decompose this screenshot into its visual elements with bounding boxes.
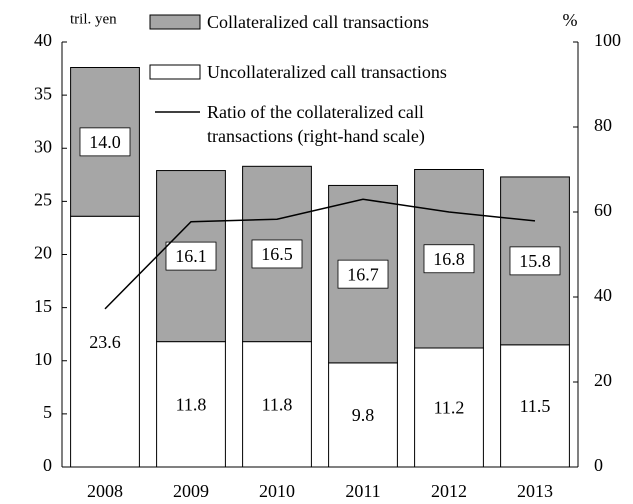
y2-tick-label: 40 <box>594 285 612 305</box>
data-label: 9.8 <box>352 405 375 425</box>
y-axis-label: tril. yen <box>70 11 117 27</box>
bar-segment <box>500 344 570 468</box>
bar-segment <box>414 347 484 468</box>
legend-label: Collateralized call transactions <box>207 12 429 32</box>
x-tick-label: 2009 <box>173 481 209 501</box>
label-box <box>423 244 475 274</box>
y-tick-label: 30 <box>34 136 52 156</box>
data-label: 16.7 <box>347 264 379 284</box>
data-label: 11.8 <box>262 394 293 414</box>
data-label: 16.5 <box>261 244 293 264</box>
y2-tick-label: 60 <box>594 200 612 220</box>
y-tick-label: 10 <box>34 349 52 369</box>
data-label: 14.0 <box>89 132 121 152</box>
y-tick-label: 0 <box>43 455 52 475</box>
data-label: 11.8 <box>176 394 207 414</box>
bar-segment <box>328 362 398 468</box>
data-label: 11.5 <box>520 396 551 416</box>
y-tick-label: 40 <box>34 30 52 50</box>
x-tick-label: 2011 <box>345 481 380 501</box>
x-tick-label: 2012 <box>431 481 467 501</box>
legend-swatch <box>149 64 201 80</box>
data-label: 15.8 <box>519 251 551 271</box>
label-box <box>165 241 217 271</box>
y2-tick-label: 0 <box>594 455 603 475</box>
y-tick-label: 5 <box>43 402 52 422</box>
y2-tick-label: 20 <box>594 370 612 390</box>
legend-swatch <box>149 14 201 30</box>
data-label: 16.1 <box>175 246 207 266</box>
bar-segment <box>156 341 226 468</box>
data-label: 11.2 <box>434 398 465 418</box>
data-label: 16.8 <box>433 249 465 269</box>
data-label: 23.6 <box>89 332 121 352</box>
y-tick-label: 25 <box>34 190 52 210</box>
y2-tick-label: 80 <box>594 115 612 135</box>
y2-axis-label: % <box>563 10 578 30</box>
x-tick-label: 2008 <box>87 481 123 501</box>
legend-label: Ratio of the collateralized call transac… <box>207 102 425 146</box>
y-tick-label: 15 <box>34 296 52 316</box>
y-tick-label: 20 <box>34 243 52 263</box>
y-tick-label: 35 <box>34 83 52 103</box>
label-box <box>79 127 131 157</box>
x-tick-label: 2010 <box>259 481 295 501</box>
label-box <box>337 259 389 289</box>
x-tick-label: 2013 <box>517 481 553 501</box>
legend-label: Uncollateralized call transactions <box>207 62 447 82</box>
y2-tick-label: 100 <box>594 30 621 50</box>
line <box>104 198 536 310</box>
label-box <box>509 246 561 276</box>
label-box <box>251 239 303 269</box>
